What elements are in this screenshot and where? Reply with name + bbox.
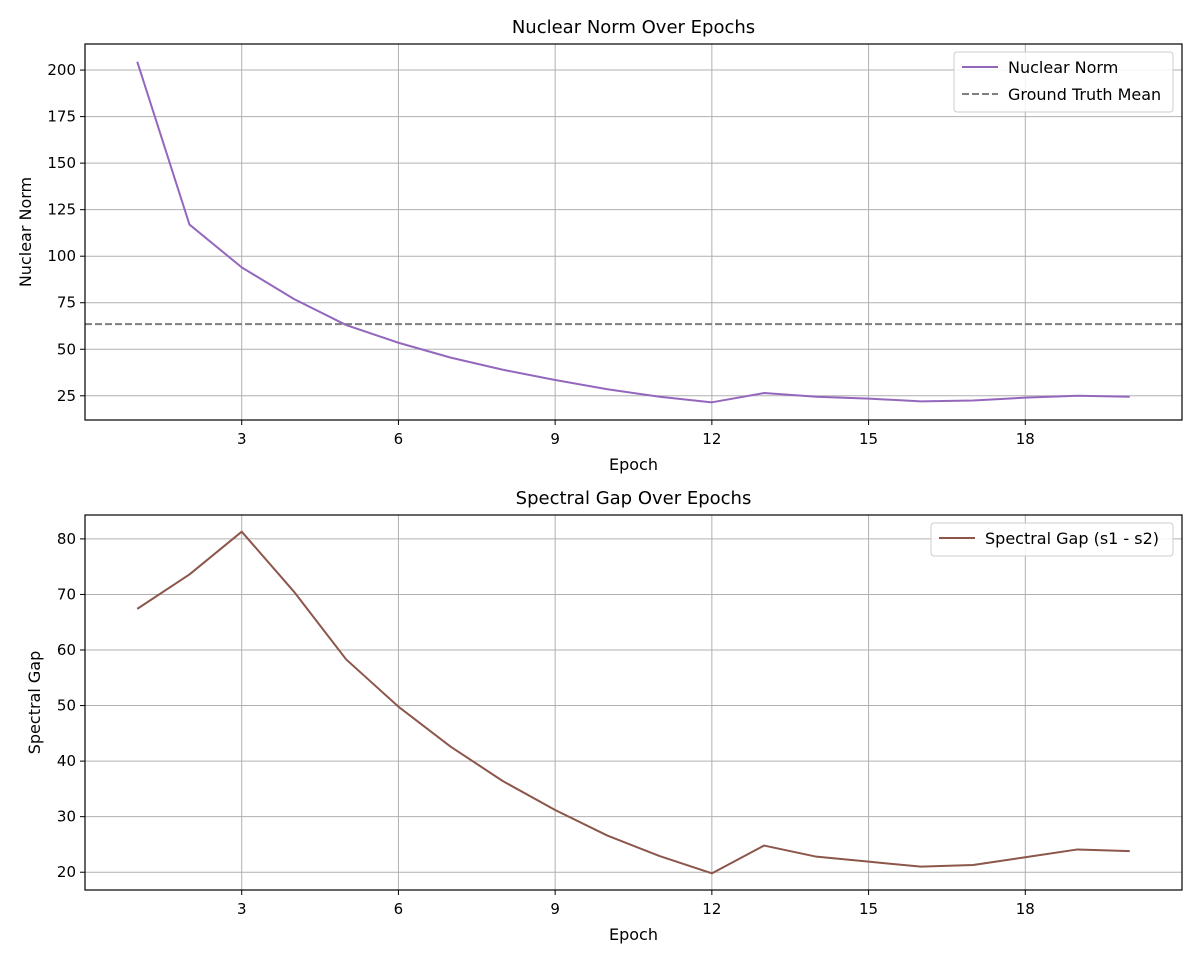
legend-box <box>953 51 1174 113</box>
y-tick-label: 175 <box>47 108 76 126</box>
y-tick-label: 70 <box>57 585 76 603</box>
y-tick-label: 50 <box>57 697 76 715</box>
chart-2: 3 6 9 12 15 18 20 30 40 50 60 70 80 Spectral Gap Over… <box>25 488 1183 944</box>
legend-label: Nuclear Norm <box>1008 58 1118 77</box>
series-line-1 <box>136 61 1130 404</box>
legend: Nuclear Norm Ground Truth Mean <box>953 51 1174 113</box>
x-axis-label: Epoch <box>609 925 658 944</box>
x-tick-label: 9 <box>550 900 560 918</box>
x-tick-label: 12 <box>702 430 721 448</box>
x-tick-label: 6 <box>394 430 404 448</box>
x-axis-label: Epoch <box>609 455 658 474</box>
series-line-1 <box>136 530 1130 875</box>
plot-frame <box>84 43 1183 421</box>
y-tick-label: 20 <box>57 863 76 881</box>
chart-title: Nuclear Norm Over Epochs <box>512 17 755 38</box>
y-tick-label: 150 <box>47 154 76 172</box>
y-tick-label: 80 <box>57 530 76 548</box>
y-axis-label: Nuclear Norm <box>16 177 35 287</box>
x-tick-label: 9 <box>550 430 560 448</box>
chart-title: Spectral Gap Over Epochs <box>516 488 752 509</box>
y-axis-label: Spectral Gap <box>25 651 44 755</box>
x-tick-label: 15 <box>859 430 878 448</box>
y-tick-label: 75 <box>57 294 76 312</box>
y-tick-label: 40 <box>57 752 76 770</box>
x-tick-label: 15 <box>859 900 878 918</box>
legend-box <box>930 522 1174 557</box>
y-tick-label: 25 <box>57 387 76 405</box>
legend: Spectral Gap (s1 - s2) <box>930 522 1174 557</box>
x-tick-label: 3 <box>237 430 247 448</box>
x-tick-label: 18 <box>1016 900 1035 918</box>
y-tick-label: 200 <box>47 61 76 79</box>
y-tick-label: 100 <box>47 247 76 265</box>
y-tick-label: 125 <box>47 201 76 219</box>
y-tick-label: 60 <box>57 641 76 659</box>
x-tick-label: 6 <box>394 900 404 918</box>
x-tick-label: 18 <box>1016 430 1035 448</box>
plot-frame <box>84 514 1183 891</box>
y-tick-label: 50 <box>57 340 76 358</box>
x-tick-label: 3 <box>237 900 247 918</box>
legend-label: Ground Truth Mean <box>1008 85 1161 104</box>
x-tick-label: 12 <box>702 900 721 918</box>
chart-1: 3 6 9 12 15 18 25 50 75 100 125 150 175 200 Nuclear No… <box>16 17 1183 474</box>
legend-label: Spectral Gap (s1 - s2) <box>985 529 1159 548</box>
y-tick-label: 30 <box>57 808 76 826</box>
